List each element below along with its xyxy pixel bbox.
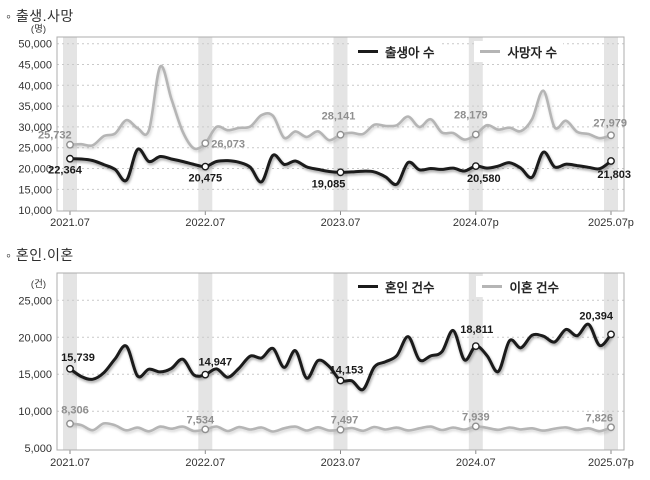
plot-border [56, 272, 625, 451]
marriages-line-swatch [358, 284, 378, 289]
x-tick-label: 2021.07 [50, 217, 90, 229]
marriages-data-label: 20,394 [579, 310, 614, 322]
births-point-marker [471, 162, 480, 171]
highlight-band [604, 273, 618, 450]
divorces-point-marker [66, 419, 74, 428]
x-tick-label: 2023.07 [321, 457, 361, 469]
x-tick-label: 2021.07 [50, 457, 90, 469]
marriages-data-label: 18,811 [460, 324, 493, 336]
highlight-band [198, 37, 213, 211]
divorces-data-label: 7,497 [331, 415, 359, 427]
births-point-marker [336, 168, 345, 177]
y-tick-label: 25,000 [18, 295, 52, 307]
highlight-band [198, 273, 213, 450]
y-tick-label: 30,000 [18, 122, 52, 134]
y-tick-label: 40,000 [18, 80, 52, 92]
legend-birth-death: 출생아 수 사망자 수 [352, 41, 563, 62]
y-tick-label: 15,000 [18, 184, 52, 196]
y-tick-label: 25,000 [18, 143, 52, 155]
legend-item-deaths: 사망자 수 [474, 41, 563, 62]
births-data-label: 21,803 [597, 169, 631, 181]
legend-item-births: 출생아 수 [352, 41, 441, 62]
highlight-band [63, 37, 77, 211]
divorces-line-swatch [482, 285, 503, 288]
legend-marriage-divorce: 혼인 건수 이혼 건수 [352, 276, 565, 297]
y-tick-label: 10,000 [18, 205, 52, 217]
births-data-label: 19,085 [312, 178, 346, 190]
y-axis-unit-label: (건) [31, 279, 46, 290]
marriages-legend-label: 혼인 건수 [385, 281, 435, 295]
y-tick-label: 20,000 [18, 332, 52, 344]
divorces-point-marker [471, 422, 480, 431]
deaths-point-marker [607, 131, 615, 140]
deaths-point-marker [201, 139, 210, 148]
highlight-band [63, 273, 77, 450]
y-tick-label: 15,000 [18, 369, 52, 381]
x-tick-label: 2022.07 [185, 217, 225, 229]
highlight-band [333, 37, 348, 211]
deaths-line-swatch [480, 50, 501, 53]
y-tick-label: 5,000 [24, 443, 52, 455]
births-point-marker [66, 154, 74, 163]
births-line-swatch [358, 49, 378, 54]
divorces-point-marker [336, 425, 345, 434]
x-tick-label: 2024.07p [453, 217, 499, 229]
y-tick-label: 10,000 [18, 406, 52, 418]
divorces-data-label: 7,534 [187, 414, 215, 426]
marriages-point-marker [471, 342, 480, 350]
divorces-legend-label: 이혼 건수 [509, 281, 559, 295]
plot-border [56, 36, 625, 212]
marriages-data-label: 14,947 [198, 357, 232, 369]
deaths-data-label: 25,732 [38, 130, 72, 142]
births-data-label: 20,580 [467, 173, 501, 185]
divorces-point-marker [201, 425, 210, 434]
x-tick-label: 2023.07 [321, 217, 361, 229]
highlight-band [468, 273, 483, 450]
legend-item-divorces: 이혼 건수 [476, 276, 565, 297]
deaths-point-marker [471, 130, 480, 139]
section-title-marriage-divorce: ◦ 혼인.이혼 [6, 247, 74, 263]
deaths-point-marker [66, 140, 74, 149]
y-tick-label: 45,000 [18, 60, 52, 72]
deaths-data-label: 28,141 [322, 111, 356, 123]
births-data-label: 20,475 [188, 173, 222, 185]
marriages-point-marker [201, 370, 210, 379]
section-title-birth-death: ◦ 출생.사망 [6, 8, 74, 24]
deaths-point-marker [336, 130, 345, 139]
deaths-data-label: 26,073 [211, 138, 245, 150]
marriages-point-marker [607, 330, 615, 339]
divorces-point-marker [607, 423, 615, 432]
divorces-data-label: 7,939 [462, 411, 490, 423]
deaths-data-label: 27,979 [593, 117, 627, 129]
x-tick-label: 2024.07 [456, 457, 496, 469]
births-point-marker [201, 162, 210, 171]
deaths-data-label: 28,179 [454, 110, 488, 122]
births-point-marker [607, 157, 615, 165]
y-tick-label: 35,000 [18, 101, 52, 113]
marriages-data-label: 14,153 [330, 365, 364, 377]
y-tick-label: 50,000 [18, 39, 52, 51]
divorces-data-label: 8,306 [61, 405, 89, 417]
x-tick-label: 2025.07p [588, 217, 634, 229]
x-tick-label: 2022.07 [185, 457, 225, 469]
marriages-data-label: 15,739 [61, 352, 95, 364]
births-legend-label: 출생아 수 [385, 46, 435, 60]
x-tick-label: 2025.07p [588, 457, 634, 469]
highlight-band [604, 37, 618, 211]
marriages-point-marker [66, 364, 74, 373]
divorces-data-label: 7,826 [585, 412, 613, 424]
births-data-label: 22,364 [48, 165, 83, 177]
legend-item-marriages: 혼인 건수 [352, 276, 441, 297]
highlight-band [333, 273, 348, 450]
y-axis-unit-label: (명) [31, 24, 46, 35]
marriages-point-marker [336, 376, 345, 385]
deaths-legend-label: 사망자 수 [507, 46, 557, 60]
y-tick-label: 20,000 [18, 164, 52, 176]
